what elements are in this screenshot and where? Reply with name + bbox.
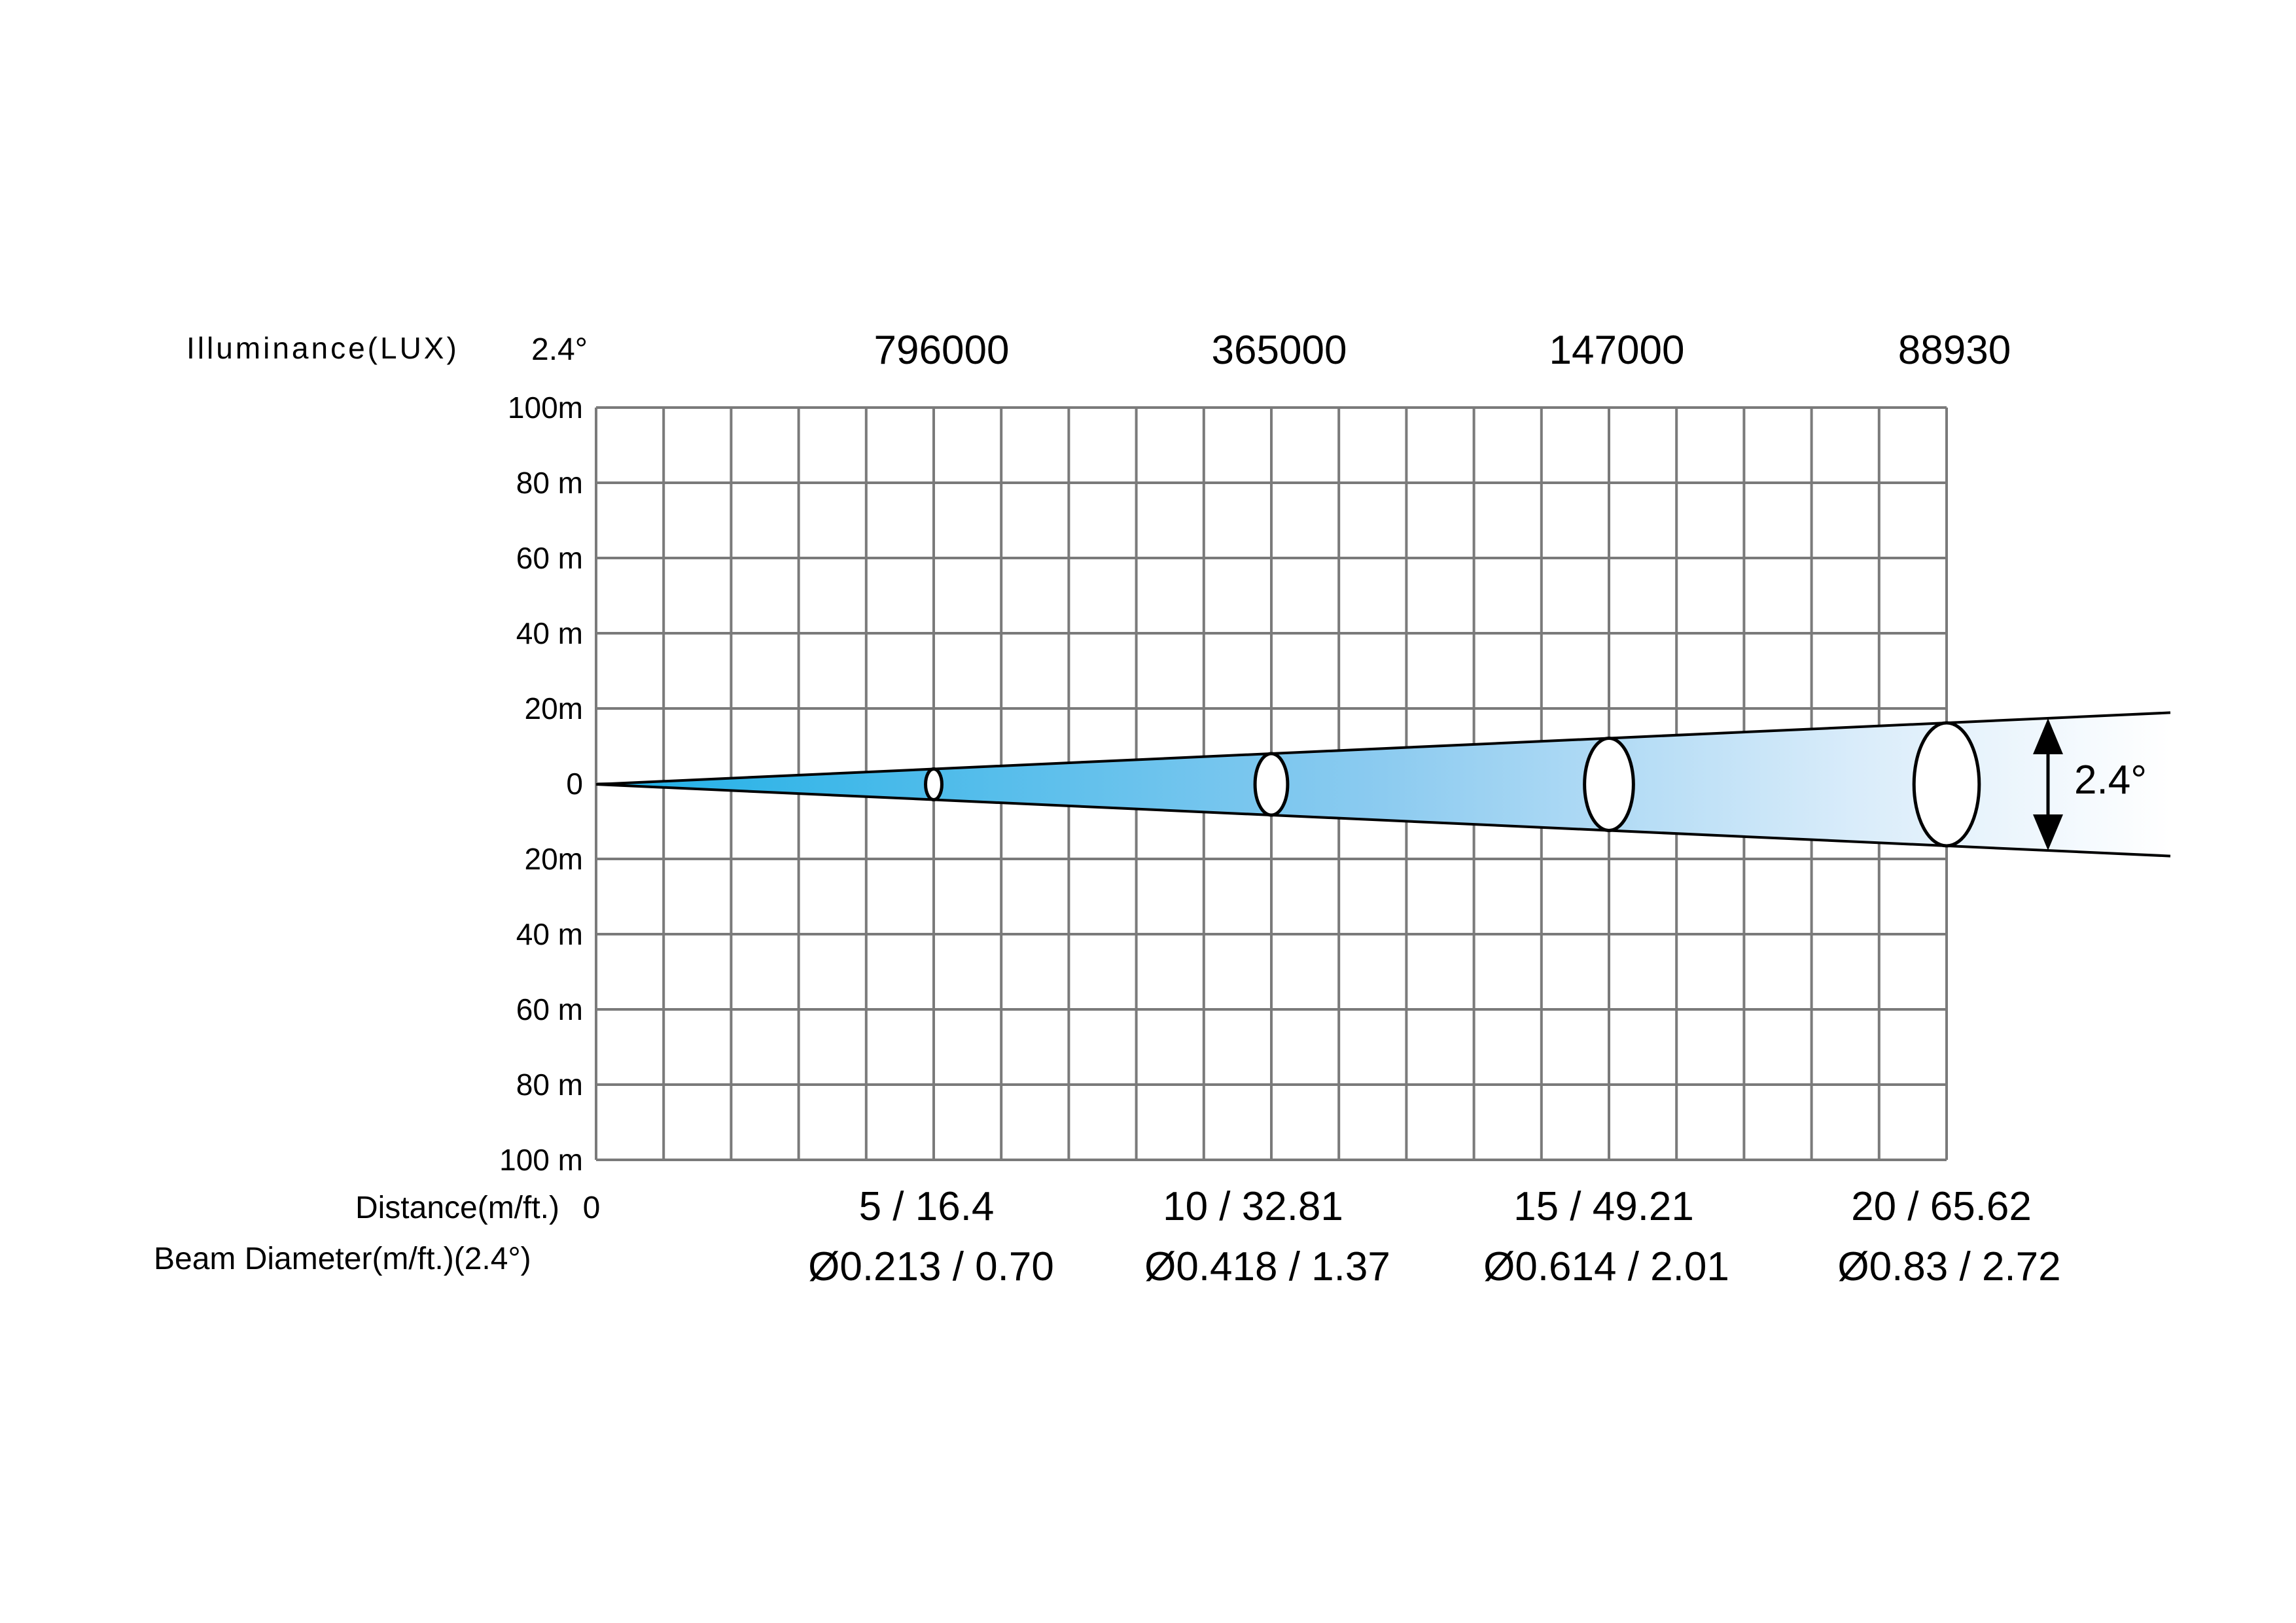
y-tick-label: 20m bbox=[525, 691, 583, 725]
data-points: 796000 5 / 16.4 Ø0.213 / 0.70 365000 10 / 32… bbox=[808, 328, 2060, 1289]
diameter-value: Ø0.213 / 0.70 bbox=[808, 1244, 1054, 1289]
lux-value: 88930 bbox=[1898, 328, 2011, 373]
beam-edge-bottom bbox=[595, 783, 2171, 858]
diameter-value: Ø0.614 / 2.01 bbox=[1483, 1244, 1729, 1289]
beam-spot-ellipse bbox=[1912, 721, 1981, 848]
illuminance-label: Illuminance(LUX) bbox=[186, 331, 459, 365]
y-tick-label: 100m bbox=[508, 391, 583, 425]
distance-value: 10 / 32.81 bbox=[1163, 1184, 1343, 1229]
distance-value: 5 / 16.4 bbox=[859, 1184, 995, 1229]
beam bbox=[595, 711, 2171, 858]
beam-spot-ellipse bbox=[924, 767, 944, 801]
header-angle-label: 2.4° bbox=[531, 332, 588, 367]
distance-value: 15 / 49.21 bbox=[1513, 1184, 1694, 1229]
y-axis-labels: 100m 80 m 60 m 40 m 20m 0 20m 40 m 60 m 80 m 100 m bbox=[499, 391, 583, 1177]
y-tick-label: 60 m bbox=[516, 992, 583, 1026]
beam-spot-ellipse bbox=[1253, 752, 1290, 817]
lux-value: 147000 bbox=[1549, 328, 1685, 373]
angle-arrow bbox=[2033, 718, 2063, 850]
y-tick-label: 60 m bbox=[516, 541, 583, 575]
diameter-value: Ø0.83 / 2.72 bbox=[1837, 1244, 2060, 1289]
diameter-value: Ø0.418 / 1.37 bbox=[1144, 1244, 1390, 1289]
beam-spot-ellipse bbox=[1583, 737, 1635, 832]
angle-label: 2.4° bbox=[2074, 758, 2147, 803]
y-tick-label: 20m bbox=[525, 842, 583, 876]
beam-diameter-label: Beam Diameter(m/ft.)(2.4°) bbox=[154, 1242, 531, 1276]
beam-edge-top bbox=[595, 711, 2171, 786]
lux-value: 796000 bbox=[874, 328, 1010, 373]
distance-zero: 0 bbox=[583, 1191, 601, 1225]
distance-label: Distance(m/ft.) bbox=[355, 1191, 559, 1225]
y-tick-label: 0 bbox=[566, 767, 583, 801]
lux-value: 365000 bbox=[1212, 328, 1347, 373]
distance-value: 20 / 65.62 bbox=[1851, 1184, 2032, 1229]
y-tick-label: 40 m bbox=[516, 917, 583, 951]
y-tick-label: 80 m bbox=[516, 1068, 583, 1102]
y-tick-label: 40 m bbox=[516, 616, 583, 650]
y-tick-label: 100 m bbox=[499, 1143, 583, 1177]
y-tick-label: 80 m bbox=[516, 466, 583, 500]
beam-cone bbox=[596, 712, 2170, 856]
